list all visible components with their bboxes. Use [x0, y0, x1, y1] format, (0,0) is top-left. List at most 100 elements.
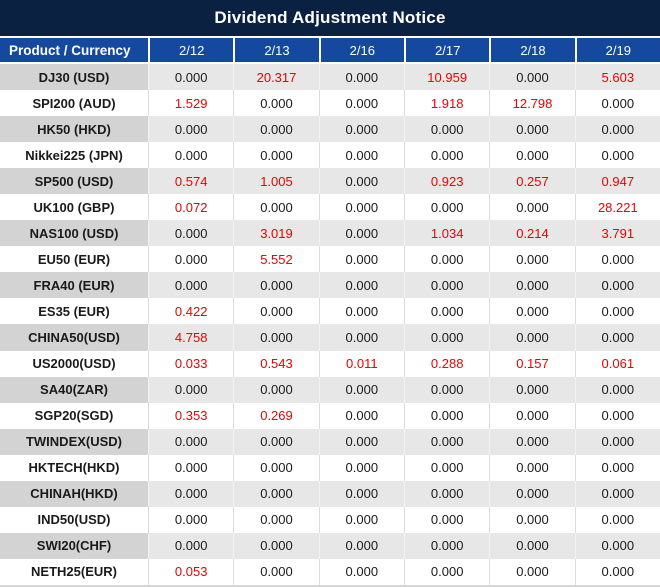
page-title: Dividend Adjustment Notice: [214, 8, 446, 27]
value-cell: 0.000: [233, 428, 318, 455]
value-cell: 1.005: [233, 168, 318, 195]
value-cell: 20.317: [233, 64, 318, 91]
value-cell: 0.000: [318, 532, 404, 559]
value-cell: 0.000: [148, 246, 233, 273]
value-cell: 0.000: [318, 558, 404, 585]
value-cell: 12.798: [489, 90, 574, 117]
value-cell: 0.000: [148, 64, 233, 91]
value-cell: 1.034: [404, 220, 489, 247]
value-cell: 0.000: [148, 428, 233, 455]
value-cell: 0.000: [404, 506, 489, 533]
value-cell: 0.000: [574, 558, 660, 585]
value-cell: 0.000: [574, 532, 660, 559]
value-cell: 0.000: [489, 298, 574, 325]
value-cell: 0.000: [148, 532, 233, 559]
value-cell: 0.000: [404, 532, 489, 559]
product-cell: Nikkei225 (JPN): [25, 147, 123, 163]
product-cell: CHINA50(USD): [0, 324, 148, 351]
value-cell: 0.000: [404, 428, 489, 455]
value-cell: 0.000: [318, 506, 404, 533]
value-cell: 0.000: [489, 506, 574, 533]
value-cell: 0.000: [233, 506, 318, 533]
value-cell: 0.000: [404, 480, 489, 507]
value-cell: 0.000: [489, 428, 574, 455]
value-cell: 0.000: [489, 272, 574, 299]
product-cell: FRA40 (EUR): [0, 272, 148, 299]
table-row: FRA40 (EUR) 0.000 0.000 0.000 0.000 0.000 0.00…: [0, 272, 660, 299]
column-header-date-3: 2/16: [318, 38, 404, 62]
value-cell: 0.000: [148, 116, 233, 143]
product-cell: SA40(ZAR): [0, 376, 148, 403]
value-cell: 0.000: [233, 532, 318, 559]
value-cell: 0.000: [318, 376, 404, 403]
table-body: DJ30 (USD) 0.000 20.317 0.000 10.959 0.000 5.6…: [0, 64, 660, 587]
value-cell: 0.000: [489, 480, 574, 507]
value-cell: 0.000: [404, 142, 489, 169]
value-cell: 0.000: [574, 298, 660, 325]
product-cell: SPI200 (AUD): [32, 95, 116, 111]
value-cell: 0.061: [574, 350, 660, 377]
table-row: HK50 (HKD) 0.000 0.000 0.000 0.000 0.000 0.000: [0, 116, 660, 143]
column-header-date-4: 2/17: [404, 38, 489, 62]
table-row: DJ30 (USD) 0.000 20.317 0.000 10.959 0.000 5.6…: [0, 64, 660, 91]
value-cell: 0.000: [318, 324, 404, 351]
value-cell: 0.353: [148, 402, 233, 429]
value-cell: 5.552: [233, 246, 318, 273]
product-cell: NETH25(EUR): [31, 564, 117, 580]
value-cell: 0.000: [233, 272, 318, 299]
table-row: US2000(USD) 0.033 0.543 0.011 0.288 0.157 0.06…: [0, 350, 660, 377]
table-row: TWINDEX(USD) 0.000 0.000 0.000 0.000 0.000 0.0…: [0, 428, 660, 455]
column-header-date-1: 2/12: [148, 38, 233, 62]
value-cell: 0.000: [404, 116, 489, 143]
value-cell: 0.000: [318, 90, 404, 117]
value-cell: 1.529: [148, 90, 233, 117]
value-cell: 0.000: [318, 142, 404, 169]
value-cell: 0.000: [233, 480, 318, 507]
value-cell: 0.000: [233, 454, 318, 481]
table-row: UK100 (GBP) 0.072 0.000 0.000 0.000 0.000 28.2…: [0, 194, 660, 221]
value-cell: 0.000: [489, 402, 574, 429]
value-cell: 0.000: [233, 298, 318, 325]
value-cell: 0.000: [148, 142, 233, 169]
value-cell: 1.918: [404, 90, 489, 117]
value-cell: 0.000: [148, 506, 233, 533]
table-row: CHINAH(HKD) 0.000 0.000 0.000 0.000 0.000 0.00…: [0, 480, 660, 507]
product-cell: TWINDEX(USD): [0, 428, 148, 455]
value-cell: 0.000: [574, 402, 660, 429]
value-cell: 0.000: [489, 116, 574, 143]
value-cell: 0.947: [574, 168, 660, 195]
table-row: EU50 (EUR) 0.000 5.552 0.000 0.000 0.000 0.000: [0, 246, 660, 273]
value-cell: 0.000: [489, 532, 574, 559]
column-header-product: Product / Currency: [9, 42, 131, 58]
table-row: SA40(ZAR) 0.000 0.000 0.000 0.000 0.000 0.000: [0, 376, 660, 403]
value-cell: 5.603: [574, 64, 660, 91]
table-row: HKTECH(HKD) 0.000 0.000 0.000 0.000 0.000 0.00…: [0, 454, 660, 481]
value-cell: 0.000: [574, 246, 660, 273]
product-cell: EU50 (EUR): [37, 251, 111, 267]
table-row: CHINA50(USD) 4.758 0.000 0.000 0.000 0.000 0.0…: [0, 324, 660, 351]
value-cell: 0.000: [318, 246, 404, 273]
product-cell: CHINAH(HKD): [0, 480, 148, 507]
value-cell: 0.257: [489, 168, 574, 195]
value-cell: 0.000: [318, 298, 404, 325]
value-cell: 0.000: [404, 558, 489, 585]
value-cell: 0.000: [148, 480, 233, 507]
product-cell: HKTECH(HKD): [28, 460, 120, 476]
value-cell: 0.000: [318, 428, 404, 455]
product-cell: ES35 (EUR): [38, 303, 110, 319]
value-cell: 0.000: [404, 272, 489, 299]
product-cell: DJ30 (USD): [0, 64, 148, 91]
value-cell: 0.000: [233, 142, 318, 169]
value-cell: 0.000: [148, 376, 233, 403]
value-cell: 0.000: [233, 324, 318, 351]
value-cell: 3.791: [574, 220, 660, 247]
product-cell: US2000(USD): [32, 356, 116, 372]
table-row: ES35 (EUR) 0.422 0.000 0.000 0.000 0.000 0.000: [0, 298, 660, 325]
table-row: NAS100 (USD) 0.000 3.019 0.000 1.034 0.214 3.7…: [0, 220, 660, 247]
value-cell: 0.000: [318, 116, 404, 143]
value-cell: 4.758: [148, 324, 233, 351]
value-cell: 28.221: [574, 194, 660, 221]
value-cell: 0.011: [318, 350, 404, 377]
value-cell: 0.000: [318, 194, 404, 221]
